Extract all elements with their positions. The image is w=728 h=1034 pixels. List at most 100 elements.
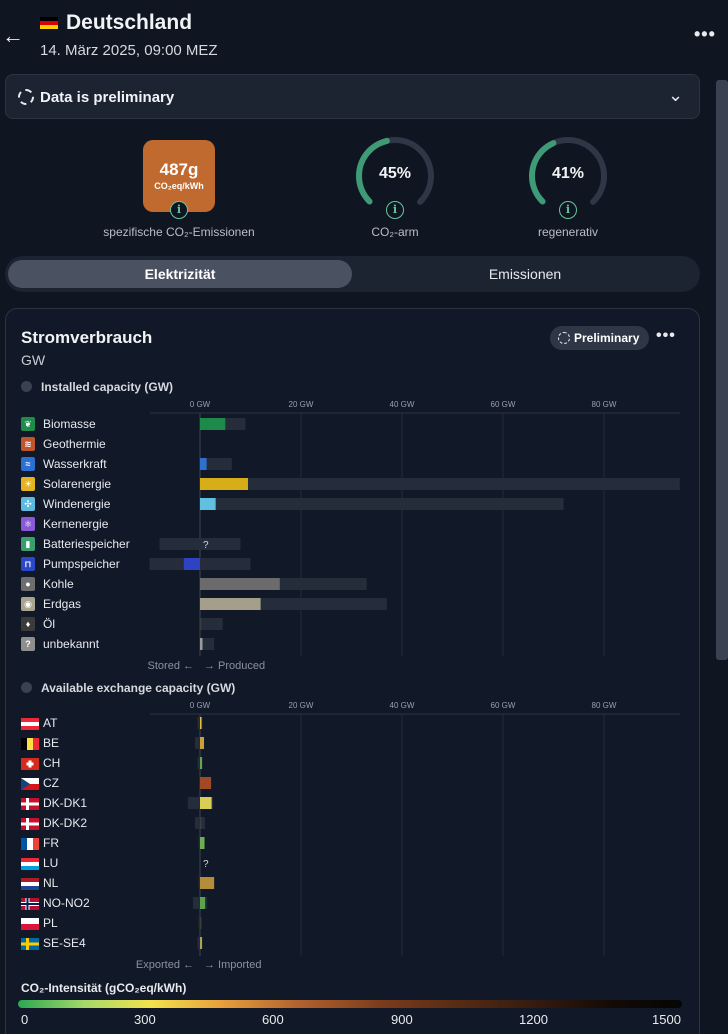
- legend-tick: 1200: [519, 1012, 548, 1027]
- flag-lu-icon: [21, 857, 39, 870]
- value-bar: [200, 638, 203, 650]
- exchange-row-label[interactable]: DK-DK2: [43, 816, 88, 830]
- wind-icon: ✣: [21, 497, 35, 511]
- scrollbar[interactable]: [716, 80, 728, 660]
- legend-tick: 900: [391, 1012, 413, 1027]
- axis-tick-label: 40 GW: [390, 701, 415, 710]
- production-footer-left: Stored ←: [148, 660, 194, 672]
- exchange-row-label[interactable]: AT: [43, 716, 58, 730]
- preliminary-badge[interactable]: Preliminary: [550, 326, 649, 350]
- consumption-card: Stromverbrauch GW Preliminary •••: [5, 308, 700, 1034]
- capacity-bar: [200, 618, 223, 630]
- co2-intensity-box: 487g CO₂eq/kWh: [143, 140, 215, 212]
- preliminary-banner-text: Data is preliminary: [40, 89, 175, 106]
- axis-tick-label: 0 GW: [190, 400, 211, 409]
- info-icon[interactable]: i: [386, 201, 404, 219]
- info-icon[interactable]: i: [559, 201, 577, 219]
- axis-tick-label: 0 GW: [190, 701, 211, 710]
- info-icon[interactable]: i: [170, 201, 188, 219]
- more-options-icon[interactable]: •••: [694, 24, 716, 44]
- legend-tick: 300: [134, 1012, 156, 1027]
- axis-tick-label: 80 GW: [592, 400, 617, 409]
- production-row-label[interactable]: unbekannt: [43, 637, 100, 651]
- production-row-label[interactable]: Pumpspeicher: [43, 557, 120, 571]
- tab-bar: Elektrizität Emissionen: [5, 256, 700, 292]
- exchange-row-label[interactable]: CH: [43, 756, 61, 770]
- co2-intensity-label: spezifische CO₂-Emissionen: [103, 225, 255, 239]
- low-carbon-gauge-text: 45%: [354, 135, 436, 217]
- exchange-footer-right: → Imported: [204, 959, 261, 971]
- back-arrow-icon[interactable]: ←: [2, 23, 24, 48]
- renewable-gauge-text: 41%: [527, 135, 609, 217]
- value-bar: [183, 558, 200, 570]
- value-bar: [200, 937, 203, 949]
- sun-icon: ☀: [21, 477, 35, 491]
- flag-nl-icon: [21, 877, 39, 890]
- axis-tick-label: 60 GW: [491, 701, 516, 710]
- tab-emissions[interactable]: Emissionen: [488, 266, 562, 282]
- low-carbon-percentage: 45%: [378, 165, 412, 182]
- card-unit: GW: [21, 352, 46, 368]
- exchange-row-label[interactable]: FR: [43, 836, 59, 850]
- exchange-row-label[interactable]: NO-NO2: [43, 896, 90, 910]
- production-row-label[interactable]: Geothermie: [43, 437, 106, 451]
- dashed-circle-icon: [558, 332, 570, 344]
- axis-tick-label: 40 GW: [390, 400, 415, 409]
- exchange-row-label[interactable]: DK-DK1: [43, 796, 88, 810]
- value-bar: [200, 418, 226, 430]
- capacity-bar: [200, 638, 215, 650]
- value-bar: [200, 757, 203, 769]
- geothermal-icon: ≋: [21, 437, 35, 451]
- production-row-label[interactable]: Solarenergie: [43, 477, 112, 491]
- preliminary-badge-label: Preliminary: [574, 331, 640, 345]
- value-bar: [200, 618, 202, 630]
- value-bar: [200, 478, 248, 490]
- unknown-value-label: ?: [203, 859, 209, 870]
- production-row-label[interactable]: Öl: [43, 617, 55, 631]
- chevron-down-icon[interactable]: ⌄: [668, 85, 684, 105]
- renewable-label: regenerativ: [537, 225, 599, 239]
- coal-icon: ●: [21, 577, 35, 591]
- flag-at-icon: [21, 717, 39, 730]
- tab-electricity[interactable]: Elektrizität: [8, 260, 352, 288]
- atom-icon: ⚛: [21, 517, 35, 531]
- value-bar: [200, 737, 205, 749]
- legend-tick: 0: [21, 1012, 29, 1027]
- production-row-label[interactable]: Erdgas: [43, 597, 82, 611]
- page-title: Deutschland: [66, 11, 193, 34]
- preliminary-banner[interactable]: Data is preliminary ⌄: [5, 74, 700, 119]
- low-carbon-label: CO₂-arm: [371, 225, 419, 239]
- production-row-label[interactable]: Wasserkraft: [43, 457, 107, 471]
- axis-tick-label: 20 GW: [289, 701, 314, 710]
- card-more-options-icon[interactable]: •••: [656, 327, 676, 344]
- dashed-circle-icon: [18, 89, 34, 105]
- production-row-label[interactable]: Kernenergie: [43, 517, 109, 531]
- battery-icon: ▮: [21, 537, 35, 551]
- exchange-row-label[interactable]: PL: [43, 916, 58, 930]
- leaf-icon: ❦: [21, 417, 35, 431]
- exchange-row-label[interactable]: BE: [43, 736, 60, 750]
- co2-intensity-unit: CO₂eq/kWh: [154, 181, 204, 191]
- production-row-label[interactable]: Batteriespeicher: [43, 537, 130, 551]
- flag-be-icon: [21, 737, 39, 750]
- production-footer-right: → Produced: [204, 660, 265, 672]
- production-row-label[interactable]: Kohle: [43, 577, 74, 591]
- value-bar: [200, 777, 212, 789]
- exchange-row-label[interactable]: SE-SE4: [43, 936, 86, 950]
- pumped-storage-icon: ⊓: [21, 557, 35, 571]
- exchange-row-label[interactable]: LU: [43, 856, 59, 870]
- axis-tick-label: 20 GW: [289, 400, 314, 409]
- exchange-row-label[interactable]: CZ: [43, 776, 59, 790]
- production-row-label[interactable]: Windenergie: [43, 497, 111, 511]
- section-dot-icon: [21, 381, 32, 392]
- exchange-footer-left: Exported ←: [136, 959, 194, 971]
- co2-legend-gradient: [18, 1000, 682, 1008]
- card-title: Stromverbrauch: [21, 328, 153, 347]
- co2-intensity-value: 487g: [159, 160, 199, 179]
- legend-tick: 1500: [652, 1012, 681, 1027]
- unknown-icon: ?: [21, 637, 35, 651]
- exchange-row-label[interactable]: NL: [43, 876, 59, 890]
- value-bar: [200, 897, 206, 909]
- production-row-label[interactable]: Biomasse: [43, 417, 96, 431]
